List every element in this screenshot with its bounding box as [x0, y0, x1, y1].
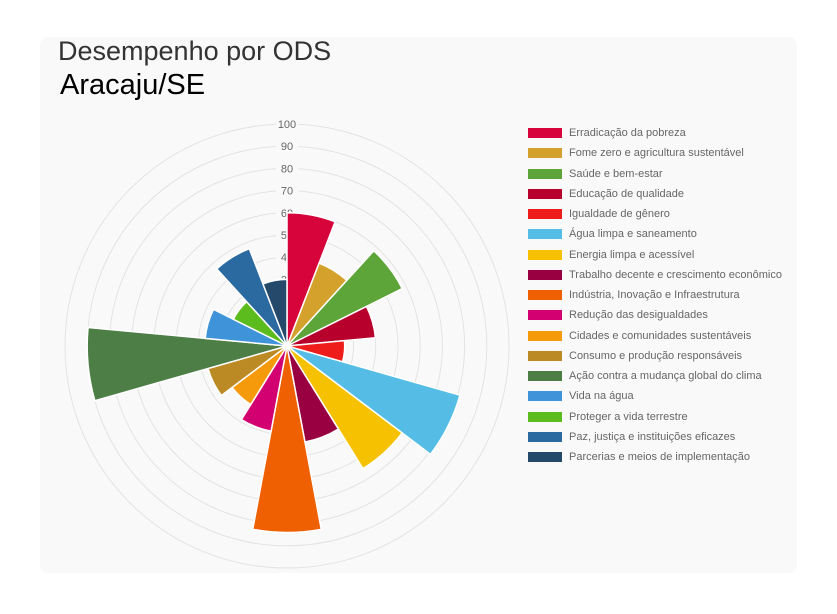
sector-1[interactable]: [286, 212, 337, 347]
legend-item[interactable]: Água limpa e saneamento: [528, 224, 782, 244]
legend-swatch: [528, 290, 562, 301]
legend-label: Redução das desigualdades: [569, 309, 708, 322]
sector-16[interactable]: [215, 247, 288, 347]
tick-label: 80: [281, 163, 293, 175]
legend-item[interactable]: Cidades e comunidades sustentáveis: [528, 326, 782, 346]
chart-card: [40, 37, 797, 573]
chart-subtitle: Aracaju/SE: [60, 69, 206, 101]
legend-label: Trabalho decente e crescimento econômico: [569, 268, 782, 281]
legend-label: Cidades e comunidades sustentáveis: [569, 329, 752, 342]
legend-swatch: [528, 168, 562, 179]
legend-swatch: [528, 229, 562, 240]
legend-swatch: [528, 269, 562, 280]
legend-item[interactable]: Indústria, Inovação e Infraestrutura: [528, 285, 782, 305]
legend-label: Parcerias e meios de implementação: [569, 451, 750, 464]
legend-item[interactable]: Trabalho decente e crescimento econômico: [528, 265, 782, 285]
legend-label: Energia limpa e acessível: [569, 248, 695, 261]
legend-item[interactable]: Saúde e bem-estar: [528, 164, 782, 184]
legend-label: Ação contra a mudança global do clima: [569, 370, 762, 383]
sector-9[interactable]: [251, 345, 323, 534]
legend-item[interactable]: Energia limpa e acessível: [528, 245, 782, 265]
sector-4[interactable]: [286, 305, 377, 347]
sector-17[interactable]: [261, 278, 288, 347]
sector-10[interactable]: [240, 345, 288, 432]
legend-label: Água limpa e saneamento: [569, 228, 697, 241]
legend-item[interactable]: Parcerias e meios de implementação: [528, 447, 782, 467]
legend-swatch: [528, 431, 562, 442]
legend-label: Indústria, Inovação e Infraestrutura: [569, 289, 740, 302]
sector-6[interactable]: [286, 345, 461, 456]
tick-label-bg: [276, 161, 298, 175]
tick-label-bg: [276, 139, 298, 153]
legend-swatch: [528, 371, 562, 382]
legend-label: Educação de qualidade: [569, 187, 684, 200]
chart-title: Desempenho por ODS: [58, 36, 332, 66]
legend-label: Fome zero e agricultura sustentável: [569, 147, 744, 160]
legend-swatch: [528, 330, 562, 341]
legend-item[interactable]: Educação de qualidade: [528, 184, 782, 204]
tick-label-bg: [276, 117, 298, 130]
sector-3[interactable]: [286, 249, 404, 347]
legend-swatch: [528, 310, 562, 321]
legend-swatch: [528, 128, 562, 139]
legend-label: Paz, justiça e instituições eficazes: [569, 430, 736, 443]
legend-label: Vida na água: [569, 390, 634, 403]
sector-14[interactable]: [204, 308, 288, 347]
chart-legend: Erradicação da pobreza Fome zero e agricu…: [528, 123, 782, 467]
legend-item[interactable]: Paz, justiça e instituições eficazes: [528, 427, 782, 447]
tick-label-bg: [276, 183, 298, 197]
legend-item[interactable]: Ação contra a mudança global do clima: [528, 366, 782, 386]
legend-label: Consumo e produção responsáveis: [569, 349, 743, 362]
legend-item[interactable]: Erradicação da pobreza: [528, 123, 782, 143]
legend-item[interactable]: Proteger a vida terrestre: [528, 407, 782, 427]
sector-13[interactable]: [86, 326, 288, 402]
legend-swatch: [528, 148, 562, 159]
legend-swatch: [528, 249, 562, 260]
legend-swatch: [528, 391, 562, 402]
legend-swatch: [528, 452, 562, 463]
legend-label: Proteger a vida terrestre: [569, 410, 688, 423]
legend-label: Igualdade de gênero: [569, 208, 670, 221]
tick-label: 100: [278, 119, 296, 131]
legend-label: Saúde e bem-estar: [569, 167, 663, 180]
legend-swatch: [528, 209, 562, 220]
legend-swatch: [528, 188, 562, 199]
legend-item[interactable]: Redução das desigualdades: [528, 305, 782, 325]
tick-label: 70: [281, 186, 293, 198]
legend-swatch: [528, 350, 562, 361]
legend-item[interactable]: Igualdade de gênero: [528, 204, 782, 224]
legend-swatch: [528, 411, 562, 422]
sector-7[interactable]: [286, 345, 404, 470]
legend-item[interactable]: Vida na água: [528, 386, 782, 406]
legend-item[interactable]: Consumo e produção responsáveis: [528, 346, 782, 366]
tick-label: 90: [281, 141, 293, 153]
legend-label: Erradicação da pobreza: [569, 127, 686, 140]
legend-item[interactable]: Fome zero e agricultura sustentável: [528, 143, 782, 163]
